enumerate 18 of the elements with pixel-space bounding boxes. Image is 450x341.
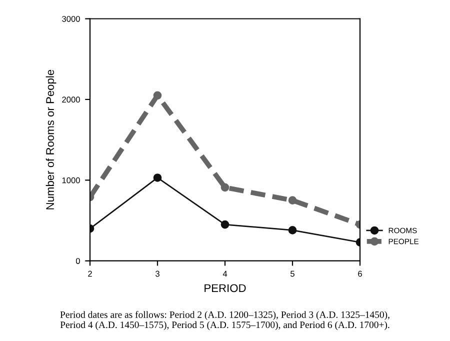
x-tick-label: 3 <box>156 270 160 277</box>
text: Period dates are as follows: Period 2 (A.D. 1200–1325), Period 3 (A.D. 1325–1450), Period 4 (A.D. 1450–1575), Period 5 (A.D. 1575–1700), and Period 6 (A.D. 1700+). <box>60 311 390 330</box>
y-tick-label: 0 <box>76 258 80 264</box>
point <box>220 220 230 229</box>
x-tick-label: 2 <box>88 270 92 277</box>
x-axis-title: PERIOD <box>204 284 246 292</box>
point <box>288 196 297 205</box>
y-tick-label: 1000 <box>62 177 80 184</box>
point <box>153 91 162 100</box>
y-tick-label: 2000 <box>62 96 80 103</box>
point <box>153 174 162 182</box>
y-tick-label: 3000 <box>62 16 80 22</box>
y-axis-title: Number of Rooms or People <box>46 70 56 210</box>
x-tick-label: 5 <box>290 270 294 277</box>
x-tick-label: 4 <box>222 270 228 277</box>
point <box>288 226 297 234</box>
point <box>220 183 230 192</box>
x-tick-label: 6 <box>358 270 362 277</box>
